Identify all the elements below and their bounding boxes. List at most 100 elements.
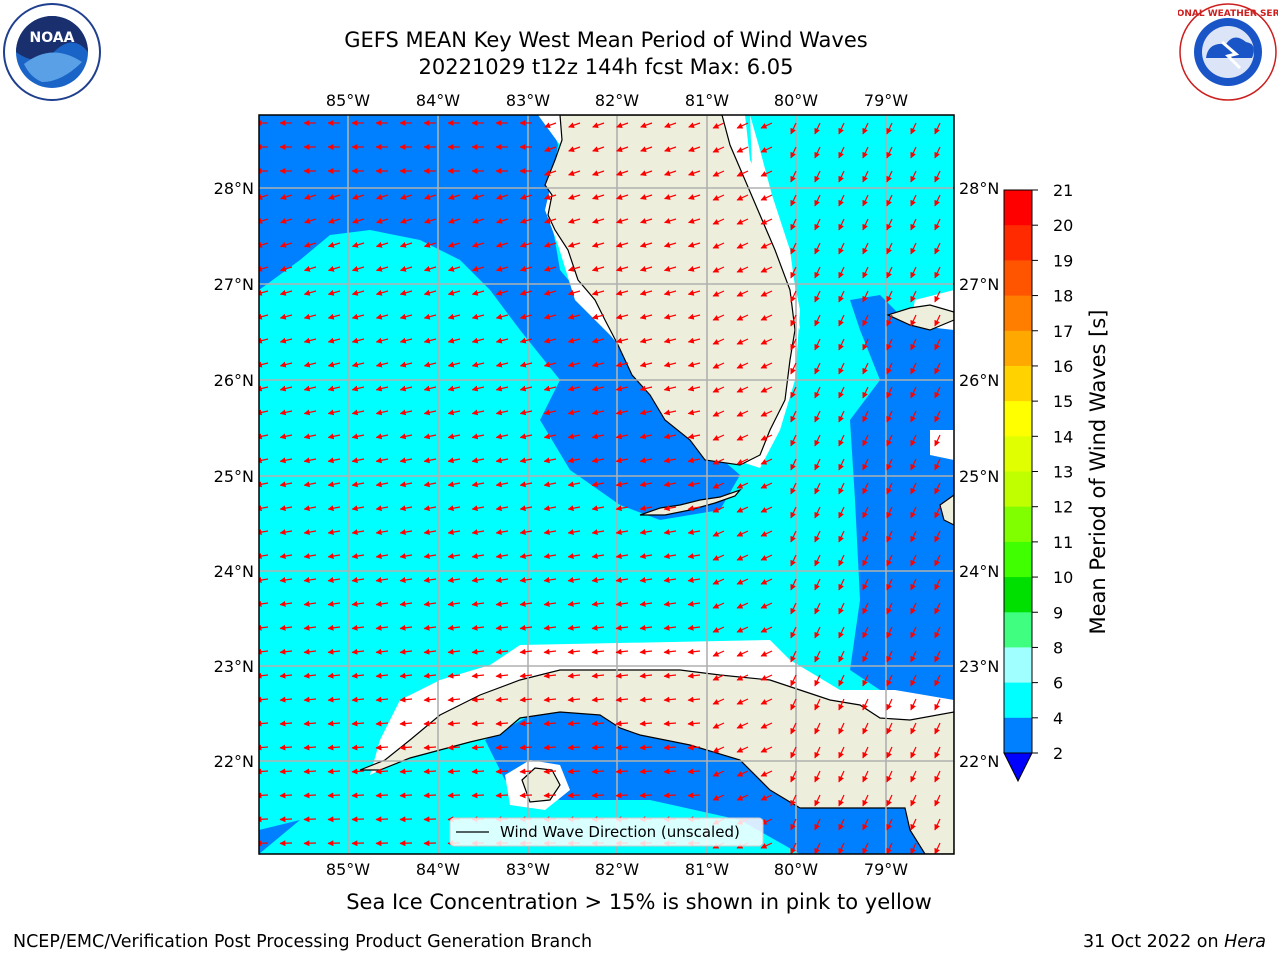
wave-arrow (862, 770, 869, 783)
wave-arrow (790, 266, 797, 279)
wave-arrow (447, 265, 461, 272)
wave-arrow (790, 194, 797, 207)
wave-arrow (568, 122, 581, 129)
wave-arrow (663, 553, 677, 560)
colorbar-extend (1003, 752, 1033, 783)
wave-arrow (814, 242, 821, 255)
wave-arrow (910, 770, 917, 783)
wave-arrow (351, 409, 365, 416)
wave-arrow (639, 265, 653, 272)
wave-arrow (279, 672, 293, 679)
wave-arrow (712, 578, 725, 585)
wave-arrow (615, 577, 629, 583)
wave-arrow (886, 626, 893, 639)
wave-arrow (862, 626, 869, 639)
footer-credit: NCEP/EMC/Verification Post Processing Pr… (13, 932, 593, 952)
wave-arrow (543, 553, 557, 560)
wave-arrow (910, 746, 917, 759)
wave-arrow (838, 242, 845, 255)
wave-arrow (790, 410, 797, 423)
colorbar-tick-label: 9 (1053, 603, 1063, 622)
wave-arrow (838, 482, 845, 495)
wave-arrow (910, 266, 917, 279)
wave-arrow (712, 794, 725, 801)
wave-arrow (760, 266, 773, 273)
colorbar-segment (1004, 401, 1032, 437)
wave-arrow (663, 505, 677, 512)
wave-arrow (838, 530, 845, 543)
wave-arrow (862, 290, 869, 303)
wave-arrow (423, 265, 437, 272)
wave-arrow (790, 746, 797, 759)
wave-arrow (790, 314, 797, 327)
wave-arrow (447, 481, 461, 488)
wave-arrow (399, 816, 413, 823)
wave-arrow (790, 362, 797, 375)
wave-arrow (568, 146, 581, 153)
wave-arrow (303, 433, 317, 440)
wave-arrow (495, 600, 509, 607)
wave-arrow (688, 218, 701, 224)
wave-arrow (375, 744, 389, 751)
wave-arrow (567, 337, 581, 344)
wave-arrow (303, 672, 317, 679)
wave-arrow (886, 794, 893, 807)
wave-arrow (615, 553, 629, 560)
wave-arrow (279, 577, 293, 583)
wave-arrow (814, 290, 821, 303)
wave-arrow (760, 722, 773, 729)
wave-arrow (910, 434, 917, 447)
wave-arrow (519, 744, 533, 751)
wave-arrow (591, 792, 605, 799)
wave-arrow (838, 122, 845, 135)
wave-arrow (615, 265, 629, 272)
wave-arrow (886, 338, 893, 351)
wave-arrow (838, 602, 845, 615)
wave-arrow (471, 433, 485, 440)
lon-label: 84°W (416, 860, 460, 879)
wave-arrow (934, 842, 941, 854)
wave-arrow (760, 458, 773, 465)
wave-arrow (712, 362, 725, 369)
colorbar-segment (1004, 295, 1032, 332)
wave-arrow (399, 553, 413, 560)
wave-arrow (663, 792, 677, 799)
wave-arrow (303, 313, 317, 320)
wave-arrow (687, 792, 701, 799)
wave-arrow (760, 698, 773, 705)
wave-arrow (862, 842, 869, 854)
wave-arrow (838, 626, 845, 639)
wave-arrow (814, 482, 821, 495)
wave-arrow (259, 433, 269, 440)
wave-arrow (399, 600, 413, 607)
wave-arrow (838, 434, 845, 447)
wave-arrow (615, 337, 629, 344)
wave-arrow (615, 361, 629, 368)
lat-label: 28°N (214, 179, 254, 198)
wave-arrow (327, 624, 341, 631)
wave-arrow (567, 696, 581, 703)
wave-arrow (664, 194, 677, 200)
wave-arrow (351, 385, 365, 392)
wave-arrow (639, 624, 653, 631)
wave-arrow (520, 218, 533, 224)
wave-arrow (934, 578, 941, 591)
wave-arrow (886, 362, 893, 375)
wave-arrow (814, 626, 821, 639)
wave-arrow (910, 650, 917, 663)
wave-arrow (615, 385, 629, 392)
wave-arrow (639, 242, 653, 248)
wave-arrow (910, 842, 917, 854)
colorbar-segment (1004, 365, 1032, 402)
wave-arrow (375, 792, 389, 799)
nws-logo: NATIONAL WEATHER SERVICE (1178, 3, 1278, 101)
graticule (259, 115, 954, 854)
wave-arrow (303, 792, 317, 799)
wave-arrow (838, 674, 845, 687)
wave-arrow (790, 338, 797, 351)
legend-label: Wind Wave Direction (unscaled) (500, 823, 740, 841)
wave-arrow (351, 529, 365, 536)
map-area (259, 115, 954, 854)
wave-arrow (543, 672, 557, 679)
